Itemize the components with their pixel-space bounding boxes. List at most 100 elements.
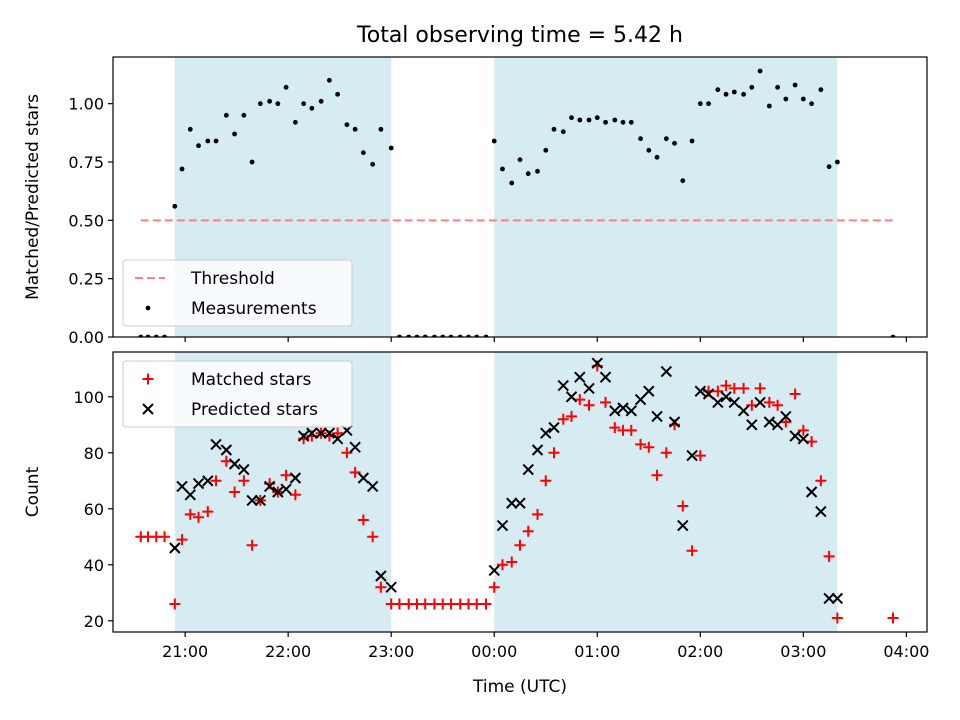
matched-star-point — [159, 531, 171, 543]
top-measurement-point — [344, 122, 350, 128]
top-measurement-point — [809, 101, 814, 107]
top-measurement-point — [689, 138, 695, 144]
predicted-star-point — [574, 371, 586, 383]
figure-title: Total observing time = 5.42 h — [356, 23, 683, 48]
matched-star-point — [789, 388, 801, 400]
top-measurement-point — [249, 159, 255, 165]
predicted-star-point — [272, 486, 284, 498]
bottom-x-axis-label: Time (UTC) — [472, 677, 567, 697]
predicted-star-point — [169, 542, 181, 554]
top-y-tick-label: 0.75 — [68, 153, 104, 172]
top-measurement-point — [800, 96, 806, 102]
predicted-star-point — [763, 416, 776, 428]
top-legend-box — [122, 259, 353, 327]
matched-star-point — [746, 399, 758, 411]
predicted-star-point — [385, 581, 397, 593]
top-measurement-point — [205, 138, 211, 144]
top-measurement-point — [569, 115, 574, 121]
top-measurement-point — [301, 101, 307, 107]
matched-star-point — [566, 410, 578, 422]
top-measurement-point — [706, 101, 711, 107]
predicted-star-point — [202, 475, 214, 487]
top-measurement-point — [697, 101, 703, 107]
matched-star-point — [686, 545, 698, 557]
matched-star-point — [367, 531, 379, 543]
predicted-star-point — [331, 433, 344, 445]
matched-star-point — [332, 427, 344, 439]
predicted-star-point — [694, 385, 707, 397]
top-measurement-point — [232, 131, 237, 137]
predicted-star-point — [617, 402, 629, 414]
matched-star-point — [887, 612, 899, 624]
matched-star-point — [471, 598, 483, 610]
top-measurement-point — [267, 98, 273, 104]
matched-star-point — [754, 382, 766, 394]
matched-star-point — [349, 466, 361, 478]
matched-star-point — [506, 556, 518, 568]
bottom-y-tick-label: 60 — [84, 500, 104, 519]
top-measurement-point — [551, 126, 557, 132]
legend-measurement-swatch — [145, 305, 151, 311]
top-measurement-point — [603, 119, 608, 125]
predicted-star-point — [668, 416, 681, 428]
top-measurement-point — [680, 178, 686, 184]
bottom-x-tick-label: 02:00 — [677, 642, 723, 661]
matched-star-point — [720, 380, 732, 392]
predicted-star-point — [540, 427, 552, 439]
top-measurement-point — [620, 119, 626, 125]
top-measurement-point — [525, 171, 531, 177]
top-measurement-point — [179, 166, 185, 172]
predicted-star-point — [192, 477, 205, 490]
predicted-star-point — [220, 444, 233, 456]
predicted-star-point — [357, 472, 370, 484]
predicted-star-point — [280, 483, 292, 495]
matched-star-point — [514, 539, 526, 551]
matched-star-point — [480, 598, 492, 610]
top-panel: 0.00 0.25 0.50 0.75 1.00 Matched/Predicted st… — [23, 56, 928, 347]
top-measurement-point — [196, 143, 201, 149]
matched-star-point — [574, 394, 586, 406]
bottom-panel: 20 40 60 80 100 21:00 22:00 23:00 00:00 01:00 02:0… — [23, 351, 929, 697]
matched-star-point — [831, 612, 843, 624]
top-measurement-point — [594, 115, 600, 121]
top-measurement-point — [775, 84, 780, 90]
matched-star-point — [393, 598, 405, 610]
predicted-star-point — [297, 430, 310, 442]
top-measurement-point — [535, 168, 540, 174]
matched-star-point — [176, 534, 188, 546]
top-measurement-point — [335, 91, 341, 97]
legend-matched-swatch — [142, 373, 154, 385]
top-measurement-point — [638, 136, 643, 142]
top-measurement-point — [826, 164, 832, 170]
top-measurement-point — [500, 166, 505, 172]
top-measurement-point — [612, 117, 618, 123]
matched-star-point — [169, 598, 181, 610]
matched-star-point — [220, 455, 232, 467]
top-measurement-point — [792, 82, 798, 88]
matched-star-point — [246, 539, 258, 551]
bottom-x-tick-label: 03:00 — [780, 642, 826, 661]
matched-star-point — [643, 441, 655, 453]
top-shaded-span-1 — [494, 57, 838, 337]
top-measurement-point — [757, 68, 763, 74]
top-y-axis-label: Matched/Predicted stars — [23, 94, 43, 300]
matched-star-point — [202, 506, 214, 518]
predicted-star-point — [720, 391, 732, 403]
top-measurement-point — [517, 157, 523, 163]
top-legend: Threshold Measurements — [122, 259, 353, 327]
predicted-star-point — [522, 463, 534, 476]
predicted-star-point — [728, 396, 741, 409]
top-measurement-point — [731, 89, 737, 95]
matched-star-point — [738, 382, 750, 394]
bottom-x-tick-label: 01:00 — [574, 642, 620, 661]
top-measurement-point — [543, 147, 549, 153]
predicted-star-point — [254, 494, 267, 507]
matched-star-point — [229, 486, 241, 498]
matched-star-point — [694, 450, 706, 462]
predicted-star-point — [823, 592, 835, 605]
top-measurement-point — [223, 112, 229, 118]
top-y-tick-label: 0.25 — [68, 270, 104, 289]
predicted-star-point — [677, 519, 689, 532]
bottom-plot-frame — [112, 351, 928, 633]
matched-star-point — [600, 396, 612, 408]
